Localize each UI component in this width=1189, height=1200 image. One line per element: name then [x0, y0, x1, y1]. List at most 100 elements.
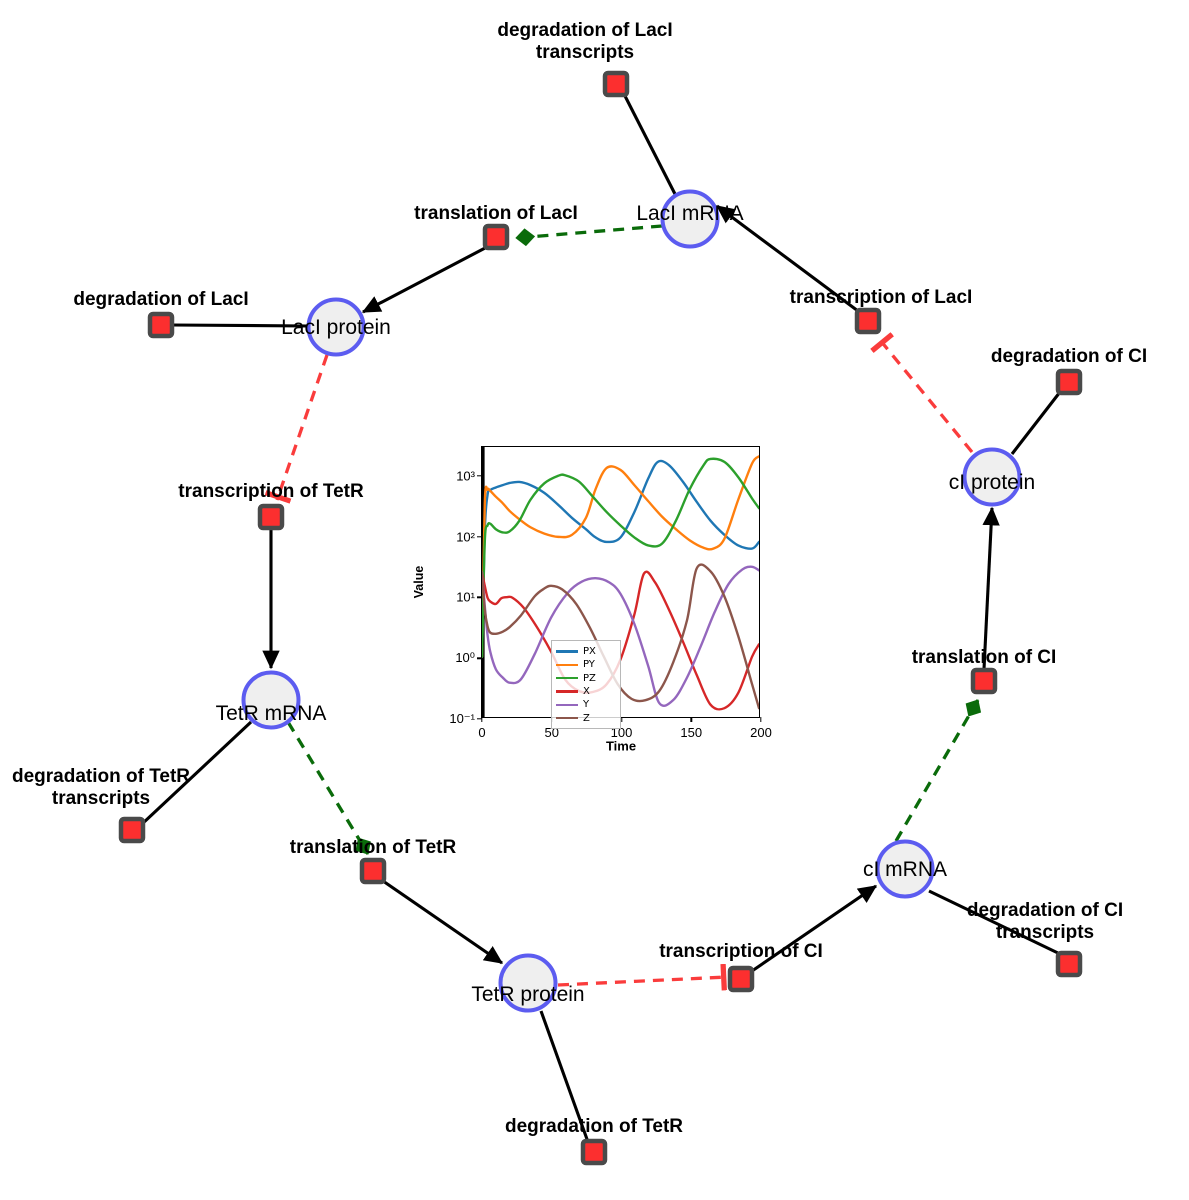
- chart-y-axis-label: Value: [412, 565, 426, 599]
- chart-legend-label: Y: [583, 699, 590, 711]
- reaction-label-deg-laci-transcripts: degradation of LacI transcripts: [497, 20, 672, 64]
- reaction-node-deg-ci-transcripts[interactable]: [1055, 950, 1083, 978]
- edge-transcription-laci-to-mrna: [716, 204, 859, 313]
- edge-translation-ci-to-protein: [982, 506, 1000, 670]
- edge-translation-laci-to-protein: [361, 245, 488, 314]
- chart-legend-item: PX: [556, 645, 616, 658]
- chart-legend-item: Y: [556, 698, 616, 711]
- edge-modifier-cimrna-translation: [894, 699, 982, 842]
- edge-translation-tetr-to-protein: [382, 879, 504, 965]
- chart-legend-item: X: [556, 685, 616, 698]
- inset-chart: Value Time 10⁻¹ 10⁰ 10¹ 10² 10³ 0 50 100 150 200…: [412, 436, 779, 761]
- chart-plot-area: 10⁻¹ 10⁰ 10¹ 10² 10³ 0 50 100 150 200 PX PY PZ X Y Z: [449, 446, 772, 740]
- reaction-label-deg-tetr: degradation of TetR: [504, 1116, 684, 1138]
- chart-legend-swatch: [556, 716, 578, 720]
- reaction-label-deg-laci: degradation of LacI: [73, 289, 249, 311]
- reaction-node-deg-laci[interactable]: [147, 311, 175, 339]
- species-node-ci-mrna[interactable]: [875, 839, 935, 899]
- species-node-laci-mrna[interactable]: [660, 189, 720, 249]
- reaction-label-transcription-laci: transcription of LacI: [789, 287, 973, 309]
- edge-transcription-ci-to-mrna: [751, 884, 878, 973]
- chart-legend-item: Z: [556, 711, 616, 724]
- species-node-tetr-mrna[interactable]: [241, 670, 301, 730]
- chart-x-tickmark: [760, 717, 762, 722]
- reaction-node-translation-ci[interactable]: [970, 667, 998, 695]
- chart-series-y: [482, 565, 759, 707]
- species-label-tetr-mrna: TetR mRNA: [215, 702, 327, 725]
- chart-x-ticklabel: 0: [478, 725, 486, 740]
- species-label-laci-protein: LacI protein: [281, 316, 391, 339]
- species-node-laci-protein[interactable]: [306, 297, 366, 357]
- chart-legend-swatch: [556, 663, 578, 667]
- reaction-label-deg-ci: degradation of CI: [990, 346, 1148, 368]
- edge-modifier-lacimrna-translation: [515, 224, 663, 247]
- edge-deg-laci: [171, 323, 309, 328]
- species-node-ci-protein[interactable]: [962, 447, 1022, 507]
- chart-y-tickmark: [477, 536, 482, 538]
- chart-y-ticklabel: 10²: [456, 529, 475, 545]
- reaction-label-translation-tetr: translation of TetR: [289, 837, 457, 859]
- edge-deg-ci: [1010, 391, 1062, 455]
- chart-x-tickmark: [481, 717, 483, 722]
- reaction-label-translation-laci: translation of LacI: [414, 203, 578, 225]
- chart-legend-item: PY: [556, 658, 616, 671]
- chart-legend: PX PY PZ X Y Z: [551, 640, 621, 729]
- chart-series-z: [482, 563, 759, 710]
- reaction-node-deg-tetr-transcripts[interactable]: [118, 816, 146, 844]
- chart-x-tickmark: [690, 717, 692, 722]
- species-label-ci-mrna: cI mRNA: [863, 858, 947, 881]
- reaction-node-deg-tetr[interactable]: [580, 1138, 608, 1166]
- chart-legend-label: Z: [583, 712, 590, 724]
- chart-x-axis-label: Time: [605, 738, 637, 754]
- edge-inhibition-laciprotein-transcription-tetr: [264, 354, 329, 504]
- chart-x-tickmark: [620, 717, 623, 722]
- edge-inhibition-tetrprotein-transcription-ci: [557, 963, 728, 991]
- chart-legend-label: PY: [583, 659, 595, 671]
- edge-deg-laci-transcripts: [622, 93, 678, 197]
- reaction-node-transcription-ci[interactable]: [727, 965, 755, 993]
- reaction-label-deg-tetr-transcripts: degradation of TetR transcripts: [12, 766, 190, 810]
- species-node-tetr-protein[interactable]: [498, 953, 558, 1013]
- reaction-node-deg-laci-transcripts[interactable]: [602, 70, 630, 98]
- rxn-text-l1: degradation of CI: [966, 900, 1124, 922]
- chart-legend-label: PZ: [583, 672, 596, 684]
- chart-series-py: [482, 455, 759, 658]
- reaction-node-transcription-tetr[interactable]: [257, 503, 285, 531]
- chart-y-ticklabel: 10¹: [456, 589, 475, 605]
- chart-y-ticklabel: 10³: [456, 468, 475, 484]
- chart-y-ticklabel: 10⁻¹: [449, 711, 475, 726]
- edge-deg-ci-transcripts: [928, 889, 1061, 956]
- chart-y-tickmark: [477, 657, 482, 659]
- chart-series-px: [482, 459, 759, 658]
- edge-inhibition-ciprotein-transcription-laci: [870, 332, 974, 454]
- chart-legend-label: X: [583, 686, 590, 698]
- chart-legend-swatch: [556, 650, 578, 653]
- reaction-node-deg-ci[interactable]: [1055, 368, 1083, 396]
- chart-series-pz: [482, 457, 759, 658]
- chart-legend-label: PX: [583, 646, 596, 658]
- chart-x-ticklabel: 150: [680, 725, 703, 740]
- reaction-node-transcription-laci[interactable]: [854, 307, 882, 335]
- chart-legend-swatch: [556, 703, 578, 707]
- chart-y-tickmark: [477, 596, 482, 599]
- edge-deg-tetr-transcripts: [140, 720, 253, 826]
- rxn-text-l2: transcripts: [51, 788, 151, 809]
- rxn-text-l2: transcripts: [535, 42, 635, 63]
- rxn-text-l1: degradation of TetR: [11, 766, 191, 788]
- species-label-ci-protein: cI protein: [948, 471, 1036, 494]
- chart-y-ticklabel: 10⁰: [455, 650, 475, 666]
- edge-deg-tetr: [539, 1010, 590, 1143]
- reaction-label-transcription-tetr: transcription of TetR: [178, 481, 364, 503]
- chart-legend-swatch: [556, 677, 578, 680]
- chart-x-ticklabel: 200: [750, 725, 772, 740]
- reaction-node-translation-tetr[interactable]: [359, 857, 387, 885]
- reaction-node-translation-laci[interactable]: [482, 223, 510, 251]
- chart-curves: [482, 447, 759, 717]
- reaction-label-translation-ci: translation of CI: [911, 647, 1057, 669]
- reaction-label-deg-ci-transcripts: degradation of CI transcripts: [967, 900, 1123, 944]
- species-label-laci-mrna: LacI mRNA: [636, 202, 744, 225]
- chart-y-tickmark: [477, 718, 482, 720]
- reaction-label-transcription-ci: transcription of CI: [659, 941, 823, 963]
